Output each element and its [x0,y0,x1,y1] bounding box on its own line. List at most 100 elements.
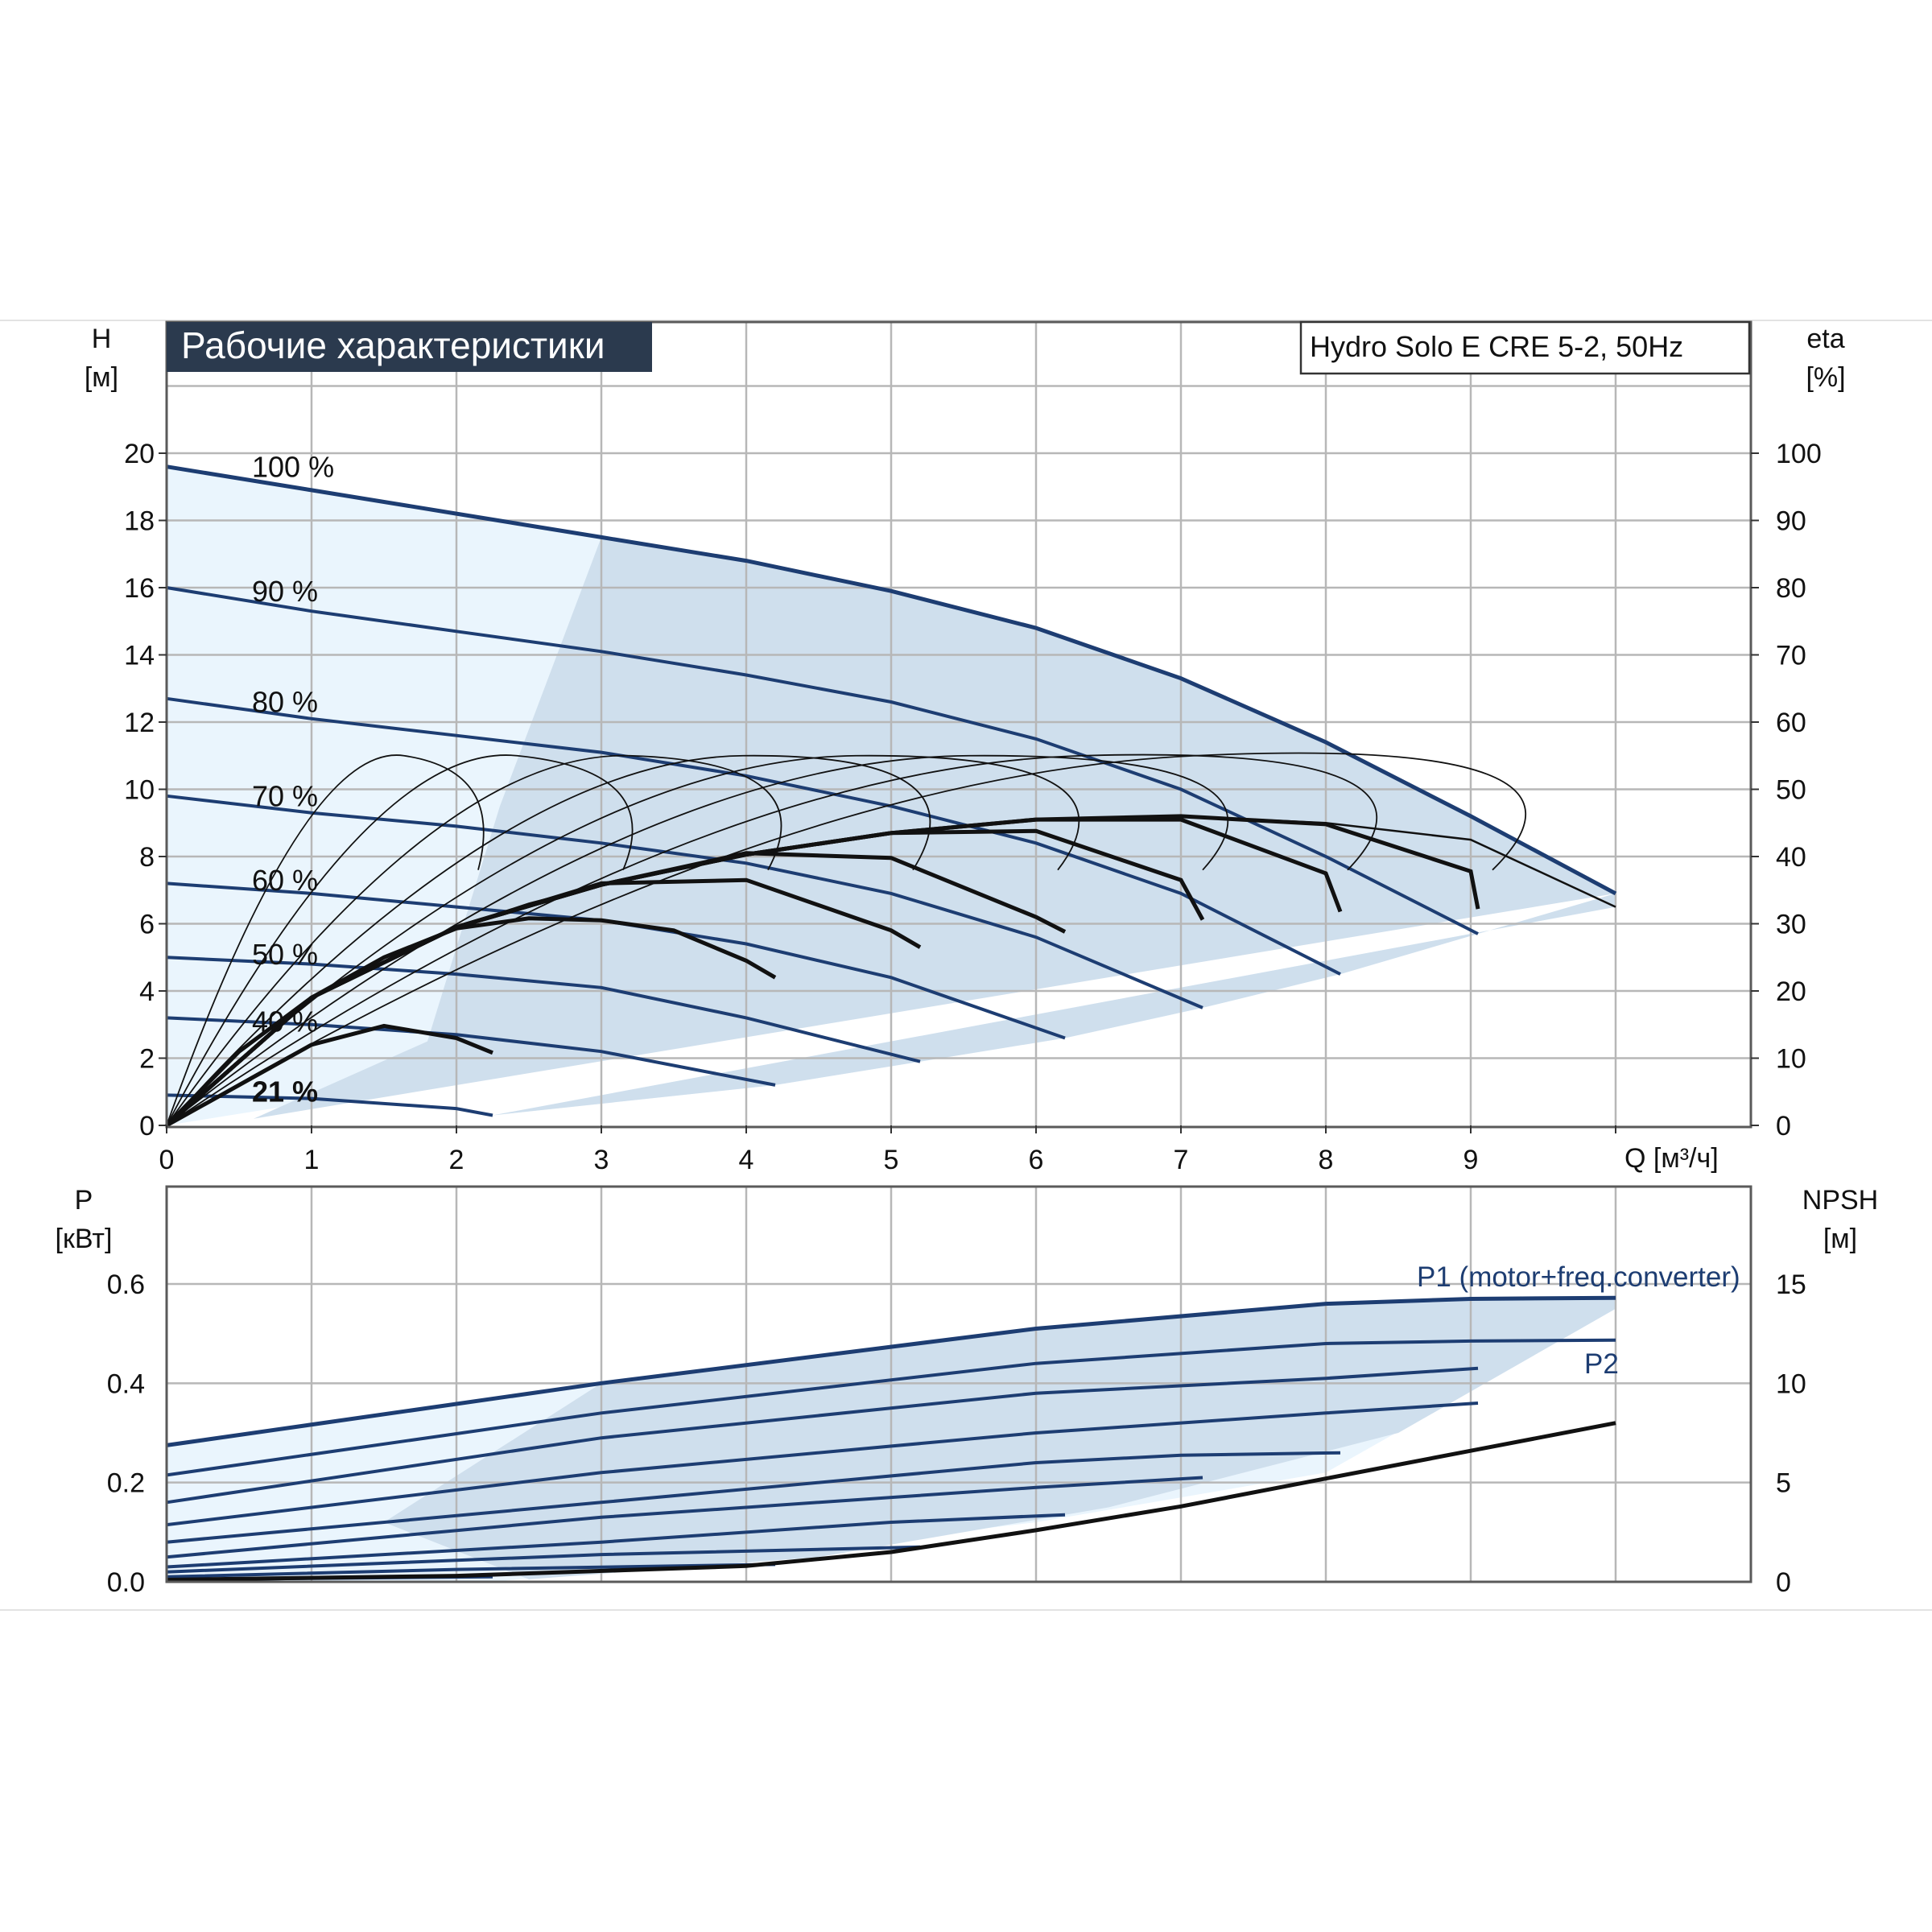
tick-label: 3 [594,1145,609,1175]
y-axis-symbol: H [92,324,112,354]
top-tick-labels: 0 2 4 6 8 10 12 14 16 18 20 0 10 20 30 40 50 60 70 80 90 100 0… [124,439,1822,1175]
tick-label: 6 [1029,1145,1044,1175]
top-chart: Рабочие характеристики Hydro Solo E CRE … [85,320,1846,1175]
tick-label: 0 [159,1145,175,1175]
power-curve [166,1513,1066,1569]
efficiency-curve [165,1023,493,1128]
top-curves [165,464,1617,1128]
head-curve [166,794,1203,1009]
tick-label: 4 [139,976,155,1007]
tick-label: 0.6 [107,1269,145,1300]
head-curve [166,1093,493,1117]
tick-label: 9 [1463,1145,1479,1175]
power-curve [166,1545,921,1574]
tick-label: 14 [124,641,155,671]
tick-label: 60 [1776,708,1806,738]
speed-label: 100 % [252,450,334,483]
efficiency-curve-thin [166,754,782,1126]
npsh-curve [166,1421,1616,1582]
speed-label: 21 % [252,1075,318,1108]
npsh-axis-unit: [м] [1823,1224,1857,1254]
tick-label: 10 [1776,1044,1806,1075]
tick-label: 20 [124,439,155,469]
tick-label: 0.2 [107,1468,145,1499]
efficiency-curve-thin [166,753,1378,1126]
efficiency-curve [165,814,1480,1127]
p-axis-unit: [кВт] [56,1224,113,1254]
speed-labels: 100 % 90 % 80 % 70 % 60 % 50 % 40 % 21 % [252,450,334,1108]
top-grid [167,322,1751,1125]
bottom-plot-frame [165,1185,1752,1583]
bottom-curves [166,1295,1616,1582]
tick-label: 5 [884,1145,899,1175]
top-plot-frame [165,320,1752,1129]
tick-label: 2 [139,1044,155,1075]
speed-label: 70 % [252,780,318,813]
tick-label: 20 [1776,976,1806,1007]
power-curve [166,1295,1616,1447]
tick-label: 18 [124,506,155,537]
speed-label: 40 % [252,1005,318,1038]
efficiency-curve-thin [166,752,1527,1126]
p1-label: P1 (motor+freq.converter) [1417,1261,1740,1293]
tick-label: 12 [124,708,155,738]
tick-label: 90 [1776,506,1806,537]
chart-title: Рабочие характеристики [181,324,605,366]
power-curve [166,1338,1616,1477]
x-axis-label: Q [м³/ч] [1624,1143,1719,1174]
head-curve [166,696,1341,976]
power-curve [166,1402,1479,1527]
tick-label: 0.4 [107,1368,145,1399]
title-background [167,322,652,372]
efficiency-curve-thin [166,754,1228,1126]
tick-label: 50 [1776,775,1806,806]
power-curve [166,1476,1203,1559]
head-curve [166,464,1617,896]
tick-label: 6 [139,910,155,940]
power-area-dark [384,1298,1616,1579]
speed-label: 80 % [252,686,318,719]
tick-label: 2 [449,1145,464,1175]
y-axis-unit: [м] [85,362,118,393]
tick-label: 5 [1776,1468,1791,1499]
model-label: Hydro Solo E CRE 5-2, 50Hz [1310,330,1683,363]
tick-label: 80 [1776,573,1806,604]
tick-label: 100 [1776,439,1822,469]
tick-label: 15 [1776,1269,1806,1300]
bottom-chart: P [кВт] NPSH [м] 0.0 0.2 0.4 0.6 0 5 10 15 P1 (… [56,1185,1879,1598]
tick-label: 0 [1776,1111,1791,1141]
power-curve [166,1451,1341,1544]
tick-label: 10 [1776,1368,1806,1399]
tick-label: 7 [1174,1145,1189,1175]
tick-label: 10 [124,775,155,806]
npsh-axis-symbol: NPSH [1802,1185,1878,1216]
tick-label: 70 [1776,641,1806,671]
tick-label: 0 [139,1111,155,1141]
tick-label: 16 [124,573,155,604]
speed-label: 60 % [252,864,318,897]
head-curve [166,586,1479,935]
tick-label: 30 [1776,910,1806,940]
y2-axis-unit: [%] [1806,362,1845,393]
model-box [1299,320,1751,375]
y2-axis-symbol: eta [1806,324,1844,354]
efficiency-curve [165,916,777,1127]
tick-label: 8 [139,842,155,873]
power-curve [166,1366,1479,1505]
tick-label: 8 [1319,1145,1334,1175]
efficiency-curve-thin [166,754,1080,1126]
tick-label: 40 [1776,842,1806,873]
head-curve [166,956,921,1063]
tick-label: 4 [739,1145,754,1175]
bottom-tick-labels: 0.0 0.2 0.4 0.6 0 5 10 15 [107,1269,1806,1598]
speed-label: 50 % [252,938,318,971]
power-curve [166,1563,776,1579]
tick-label: 0 [1776,1567,1791,1598]
efficiency-curve-thin [166,754,634,1126]
p-axis-symbol: P [75,1185,93,1216]
head-curve [166,1016,776,1087]
tick-label: 0.0 [107,1567,145,1598]
p2-label: P2 [1584,1348,1619,1380]
speed-label: 90 % [252,575,318,608]
